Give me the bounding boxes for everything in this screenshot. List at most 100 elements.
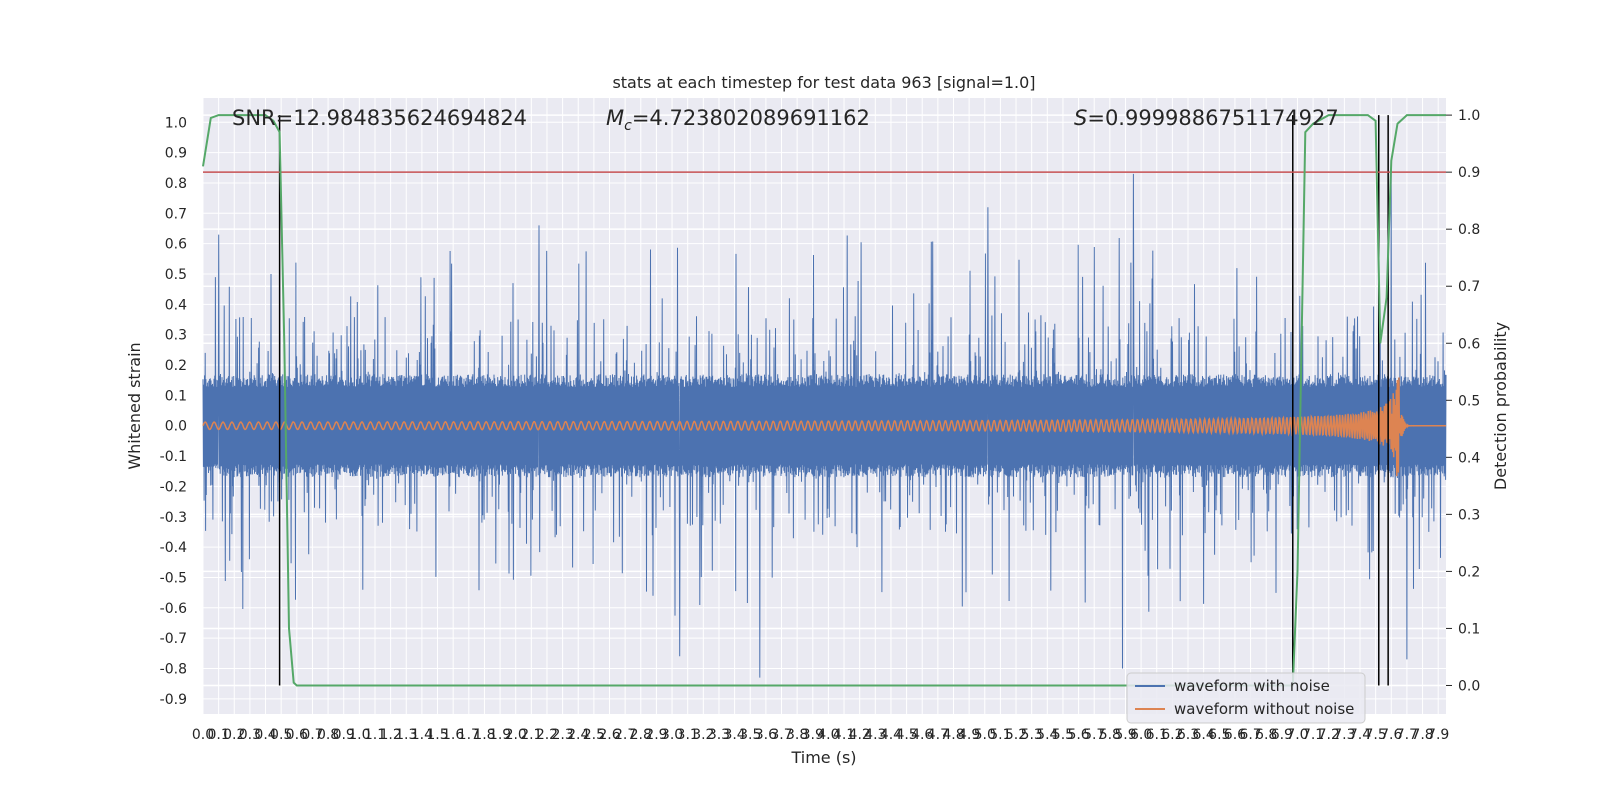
x-tick-label: 2.2 xyxy=(536,727,558,743)
x-tick-label: 2.0 xyxy=(505,727,527,743)
y-tick-label: 0.9 xyxy=(165,146,187,162)
x-tick-label: 5.2 xyxy=(1005,727,1027,743)
x-tick-label: 7.8 xyxy=(1411,727,1433,743)
x-tick-label: 1.0 xyxy=(348,727,370,743)
y-tick-label: -0.7 xyxy=(160,631,187,647)
x-tick-label: 5.6 xyxy=(1067,727,1089,743)
x-tick-label: 0.4 xyxy=(254,727,276,743)
x-tick-label: 0.2 xyxy=(223,727,245,743)
score-annotation: S=0.9999886751174927 xyxy=(1074,106,1339,130)
x-tick-label: 4.6 xyxy=(911,727,933,743)
x-tick-label: 7.4 xyxy=(1349,727,1371,743)
x-tick-label: 4.5 xyxy=(895,727,917,743)
x-tick-label: 3.9 xyxy=(802,727,824,743)
x-tick-label: 6.7 xyxy=(1239,727,1261,743)
x-tick-label: 6.5 xyxy=(1208,727,1230,743)
x-tick-label: 6.2 xyxy=(1161,727,1183,743)
x-tick-label: 4.7 xyxy=(927,727,949,743)
x-tick-label: 6.6 xyxy=(1224,727,1246,743)
x-tick-label: 0.3 xyxy=(239,727,261,743)
y-tick-label: 0.2 xyxy=(165,358,187,374)
x-tick-label: 0.5 xyxy=(270,727,292,743)
score-value: =0.9999886751174927 xyxy=(1087,106,1338,130)
y2-tick-label: 0.4 xyxy=(1458,450,1480,466)
x-tick-label: 6.4 xyxy=(1193,727,1215,743)
chirp-mass-annotation: Mc=4.723802089691162 xyxy=(606,106,870,134)
y-tick-label: -0.4 xyxy=(160,540,187,556)
x-tick-label: 1.2 xyxy=(379,727,401,743)
x-tick-label: 5.1 xyxy=(989,727,1011,743)
x-tick-label: 6.9 xyxy=(1271,727,1293,743)
x-tick-label: 0.7 xyxy=(301,727,323,743)
detection-vertical-lines xyxy=(278,115,1389,686)
x-tick-label: 2.5 xyxy=(583,727,605,743)
y-tick-label: -0.9 xyxy=(160,692,187,708)
x-tick-label: 1.1 xyxy=(364,727,386,743)
x-axis-label: Time (s) xyxy=(790,748,856,767)
y-tick-label: -0.6 xyxy=(160,601,187,617)
x-tick-label: 4.3 xyxy=(864,727,886,743)
x-tick-label: 2.3 xyxy=(551,727,573,743)
noise-waveform-line xyxy=(202,161,1447,678)
y2-tick-label: 0.9 xyxy=(1458,165,1480,181)
x-tick-label: 4.8 xyxy=(942,727,964,743)
y2-tick-label: 0.5 xyxy=(1458,393,1480,409)
y2-tick-label: 0.0 xyxy=(1458,678,1480,694)
chart-title: stats at each timestep for test data 963… xyxy=(612,73,1035,92)
y-tick-label: 0.6 xyxy=(165,237,187,253)
legend-box xyxy=(1126,672,1366,724)
y-tick-label: 0.7 xyxy=(165,206,187,222)
x-tick-label: 3.0 xyxy=(661,727,683,743)
y2-axis-label: Detection probability xyxy=(1491,322,1510,490)
x-tick-label: 7.9 xyxy=(1427,727,1449,743)
x-tick-label: 5.9 xyxy=(1114,727,1136,743)
y2-tick-label: 0.1 xyxy=(1458,621,1480,637)
x-tick-label: 3.8 xyxy=(786,727,808,743)
x-tick-label: 7.3 xyxy=(1333,727,1355,743)
y-tick-label: 0.1 xyxy=(165,388,187,404)
x-tick-label: 0.9 xyxy=(333,727,355,743)
y-tick-label: -0.1 xyxy=(160,449,187,465)
x-tick-label: 3.2 xyxy=(692,727,714,743)
x-tick-label: 1.7 xyxy=(458,727,480,743)
y-tick-label: 0.0 xyxy=(165,419,187,435)
y-tick-label: 0.5 xyxy=(165,267,187,283)
x-tick-label: 5.7 xyxy=(1083,727,1105,743)
legend-label-noise: waveform with noise xyxy=(1174,677,1330,695)
x-tick-label: 6.1 xyxy=(1146,727,1168,743)
axis-ticks: 0.00.10.20.30.40.50.60.70.80.91.01.11.21… xyxy=(160,108,1481,743)
x-tick-label: 3.7 xyxy=(770,727,792,743)
x-tick-label: 2.8 xyxy=(630,727,652,743)
x-tick-label: 0.0 xyxy=(192,727,214,743)
y-tick-label: 0.3 xyxy=(165,328,187,344)
score-symbol: S xyxy=(1074,106,1087,130)
x-tick-label: 3.3 xyxy=(708,727,730,743)
x-tick-label: 2.9 xyxy=(645,727,667,743)
y-tick-label: 1.0 xyxy=(165,115,187,131)
x-tick-label: 5.0 xyxy=(974,727,996,743)
x-tick-label: 5.5 xyxy=(1052,727,1074,743)
chirp-mass-symbol: M xyxy=(606,106,624,130)
y2-tick-label: 0.7 xyxy=(1458,279,1480,295)
x-tick-label: 2.6 xyxy=(598,727,620,743)
legend-label-clean: waveform without noise xyxy=(1174,700,1354,718)
x-tick-label: 4.0 xyxy=(817,727,839,743)
x-tick-label: 2.7 xyxy=(614,727,636,743)
y-tick-label: 0.4 xyxy=(165,297,187,313)
series-waveform-with-noise xyxy=(202,161,1447,678)
x-tick-label: 1.3 xyxy=(395,727,417,743)
x-tick-label: 3.4 xyxy=(723,727,745,743)
legend: waveform with noise waveform without noi… xyxy=(1126,672,1366,724)
x-tick-label: 0.8 xyxy=(317,727,339,743)
x-tick-label: 7.2 xyxy=(1318,727,1340,743)
x-tick-label: 2.1 xyxy=(520,727,542,743)
x-tick-label: 1.6 xyxy=(442,727,464,743)
snr-annotation: SNR=12.984835624694824 xyxy=(232,106,527,130)
x-tick-label: 1.9 xyxy=(489,727,511,743)
y-tick-label: -0.3 xyxy=(160,510,187,526)
x-tick-label: 7.1 xyxy=(1302,727,1324,743)
x-tick-label: 7.7 xyxy=(1396,727,1418,743)
x-tick-label: 4.9 xyxy=(958,727,980,743)
y2-tick-label: 0.3 xyxy=(1458,507,1480,523)
x-tick-label: 3.5 xyxy=(739,727,761,743)
